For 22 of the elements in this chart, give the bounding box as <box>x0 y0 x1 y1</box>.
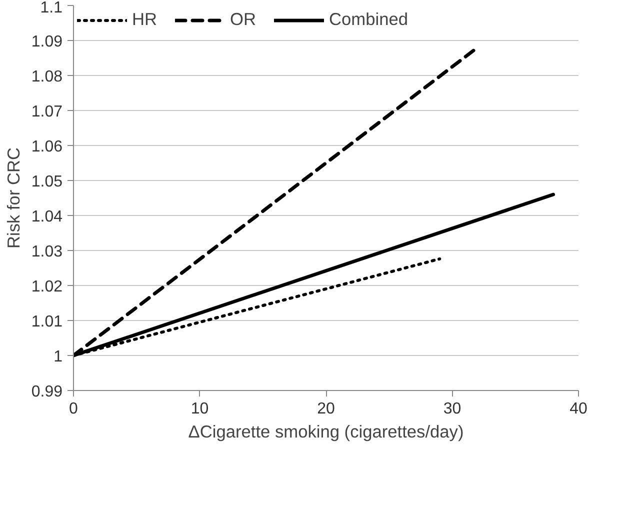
y-tick-label: 1 <box>54 348 63 366</box>
x-tick-label: 20 <box>317 400 335 418</box>
y-tick-label: 1.02 <box>31 278 63 296</box>
y-tick-label: 0.99 <box>31 384 63 400</box>
y-tick-label: 1.1 <box>40 0 63 16</box>
x-tick-label: 0 <box>69 400 78 418</box>
y-tick-label: 1.06 <box>31 138 63 156</box>
legend-label: OR <box>230 9 256 30</box>
y-tick-label: 1.04 <box>31 208 63 226</box>
x-axis-title: ΔCigarette smoking (cigarettes/day) <box>188 422 464 442</box>
y-tick-label: 1.07 <box>31 104 63 120</box>
y-tick-label: 1.09 <box>31 34 63 50</box>
x-tick-label: 30 <box>443 400 462 418</box>
x-tick-label: 40 <box>570 400 588 418</box>
x-tick-label: 10 <box>190 400 209 418</box>
legend-label: Combined <box>329 9 408 30</box>
y-tick-label: 1.03 <box>31 244 63 260</box>
y-tick-label: 1.01 <box>31 314 63 330</box>
legend-label: HR <box>132 9 158 30</box>
y-axis-title: Risk for CRC <box>3 147 24 249</box>
y-tick-label: 1.08 <box>31 68 63 86</box>
y-tick-label: 1.05 <box>31 174 63 190</box>
